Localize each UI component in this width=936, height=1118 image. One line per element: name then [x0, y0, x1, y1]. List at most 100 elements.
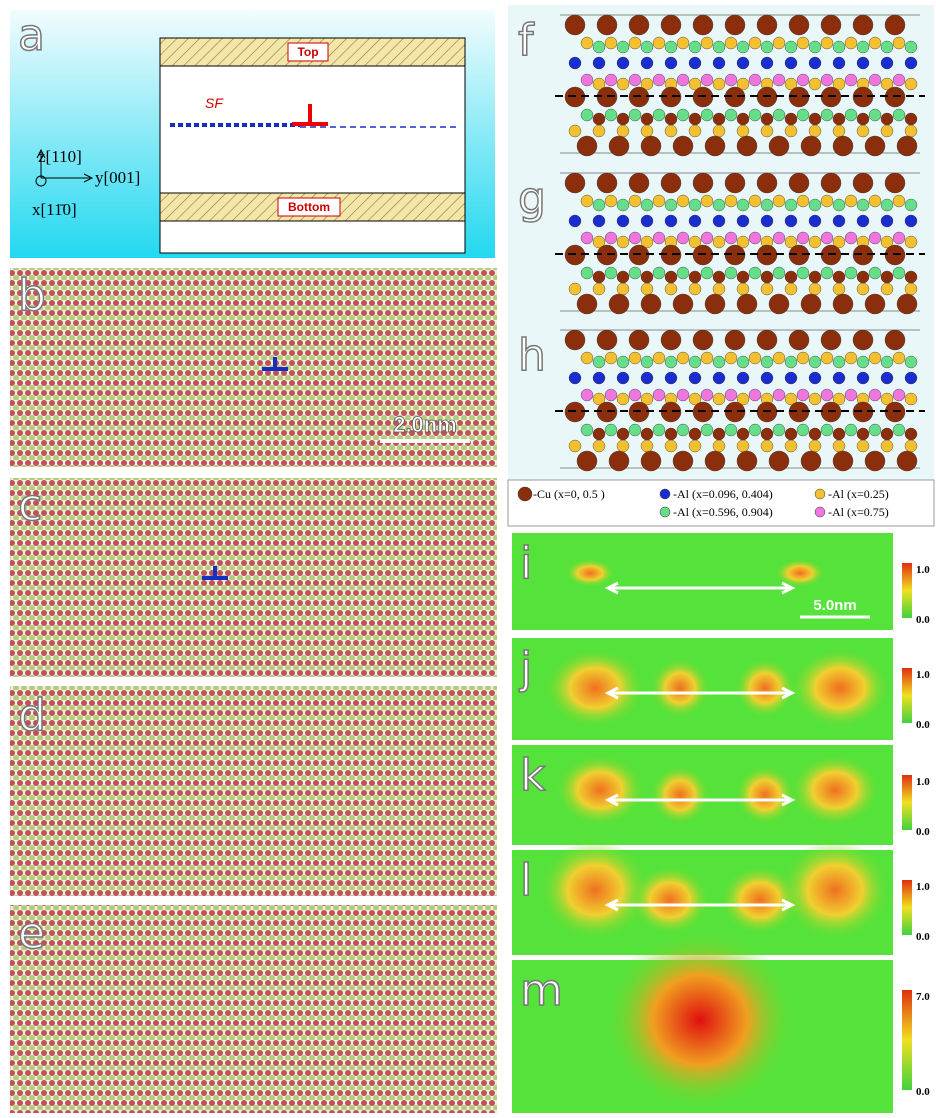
atom — [845, 109, 857, 121]
atom — [597, 330, 617, 350]
atom — [845, 389, 857, 401]
atom — [701, 352, 713, 364]
atom — [773, 352, 785, 364]
atom — [785, 199, 797, 211]
atom — [581, 232, 593, 244]
atom — [725, 424, 737, 436]
atom — [905, 57, 917, 69]
atom — [881, 199, 893, 211]
page: Top Bottom SF a z[110] y[001] x[11̄0] 2.… — [0, 0, 936, 1113]
atom — [581, 424, 593, 436]
sf-label: SF — [205, 95, 224, 111]
atom-map-e — [10, 905, 497, 1113]
atom — [833, 283, 845, 295]
atom — [629, 267, 641, 279]
atom — [857, 271, 869, 283]
atom — [893, 424, 905, 436]
atom — [749, 232, 761, 244]
atom — [641, 136, 661, 156]
atom — [593, 440, 605, 452]
atom — [797, 389, 809, 401]
atom — [653, 232, 665, 244]
atom — [797, 232, 809, 244]
atom — [617, 440, 629, 452]
atom — [893, 37, 905, 49]
atom — [605, 352, 617, 364]
atom — [689, 215, 701, 227]
atom — [845, 352, 857, 364]
atom — [597, 173, 617, 193]
atom — [821, 109, 833, 121]
atom — [705, 294, 725, 314]
atom — [821, 74, 833, 86]
atom — [881, 428, 893, 440]
scale-label: 5.0nm — [813, 597, 856, 614]
colorbar-max: 7.0 — [916, 991, 930, 1003]
atom — [665, 356, 677, 368]
atom — [673, 294, 693, 314]
atom — [809, 283, 821, 295]
atom — [581, 74, 593, 86]
atom — [737, 136, 757, 156]
atom — [757, 173, 777, 193]
atom — [693, 173, 713, 193]
atom — [801, 451, 821, 471]
atom — [641, 356, 653, 368]
atom — [605, 195, 617, 207]
atom — [881, 113, 893, 125]
atom — [737, 41, 749, 53]
atom — [881, 125, 893, 137]
atom — [593, 113, 605, 125]
atom — [713, 271, 725, 283]
colorbar — [902, 563, 912, 618]
legend-swatch — [815, 489, 825, 499]
atom — [845, 37, 857, 49]
atom — [641, 57, 653, 69]
heat-blob — [630, 865, 710, 935]
atom — [701, 389, 713, 401]
atom — [833, 199, 845, 211]
atom — [737, 271, 749, 283]
colorbar-min: 0.0 — [916, 826, 930, 838]
colorbar — [902, 990, 912, 1090]
atom — [881, 283, 893, 295]
atom — [725, 352, 737, 364]
atom — [641, 113, 653, 125]
atom — [893, 267, 905, 279]
atom — [881, 57, 893, 69]
atom — [773, 389, 785, 401]
legend-label: -Al (x=0.096, 0.404) — [673, 487, 773, 501]
atom — [725, 232, 737, 244]
atom — [761, 271, 773, 283]
atom — [821, 173, 841, 193]
atom — [653, 267, 665, 279]
atom — [809, 41, 821, 53]
atom — [661, 173, 681, 193]
atom — [737, 113, 749, 125]
atom — [785, 215, 797, 227]
atom — [881, 440, 893, 452]
atom — [761, 428, 773, 440]
atom — [653, 424, 665, 436]
bottom-label: Bottom — [288, 200, 330, 214]
atom — [737, 294, 757, 314]
heat-bg — [512, 533, 893, 630]
colorbar-max: 1.0 — [916, 564, 930, 576]
atom — [893, 389, 905, 401]
atom — [905, 199, 917, 211]
panel-label: a — [18, 10, 45, 61]
atom — [641, 372, 653, 384]
atom — [641, 283, 653, 295]
atom — [713, 283, 725, 295]
atom — [773, 109, 785, 121]
atom — [797, 74, 809, 86]
atom — [701, 109, 713, 121]
panel-label: d — [18, 690, 46, 741]
atom — [641, 440, 653, 452]
atom — [833, 428, 845, 440]
panel-label: l — [520, 855, 532, 906]
atom — [725, 195, 737, 207]
atom — [833, 113, 845, 125]
atom — [865, 136, 885, 156]
atom — [581, 352, 593, 364]
